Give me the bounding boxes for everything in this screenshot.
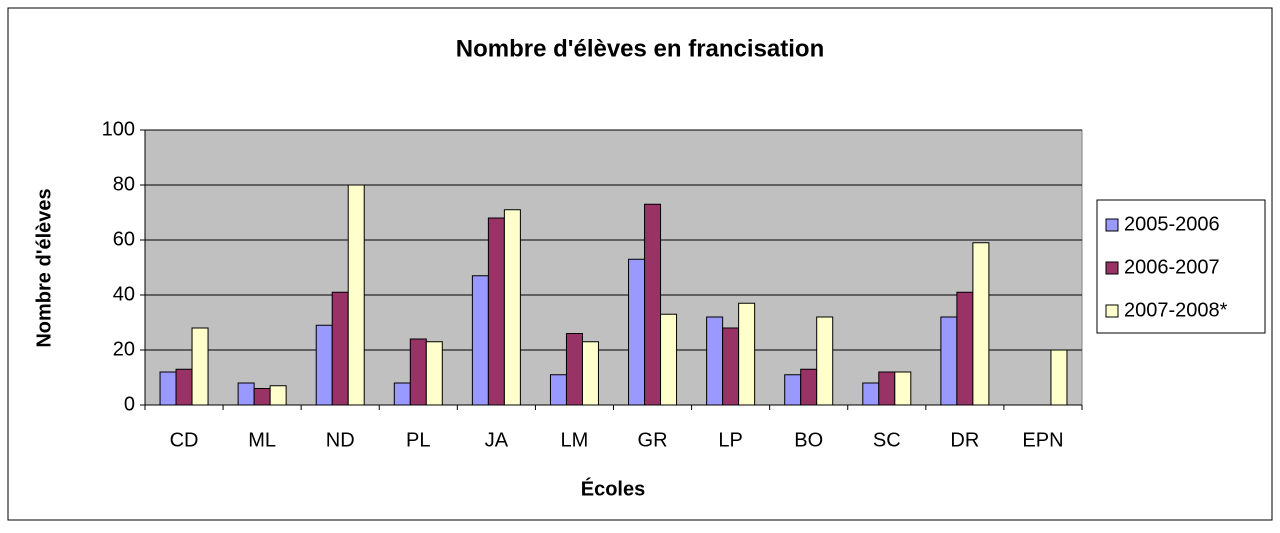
bar [425, 341, 443, 406]
x-tick-label: SC [873, 429, 901, 451]
legend [1096, 199, 1266, 334]
x-axis-label: Écoles [581, 477, 645, 500]
x-tick-label: LM [561, 429, 589, 451]
bar [816, 316, 834, 406]
bar [347, 184, 365, 406]
bar [738, 302, 756, 406]
bar [393, 382, 411, 406]
x-tick-label: JA [485, 429, 509, 451]
bar [894, 371, 912, 406]
bar [940, 316, 958, 406]
bar [956, 291, 974, 406]
legend-label: 2005-2006 [1124, 213, 1220, 235]
y-tick-label: 100 [102, 118, 135, 140]
bar [722, 327, 740, 406]
x-tick-label: LP [718, 429, 742, 451]
x-tick-label: ML [248, 429, 276, 451]
y-tick-label: 20 [113, 338, 135, 360]
bar [1050, 349, 1068, 406]
x-tick-label: PL [406, 429, 430, 451]
y-tick-label: 80 [113, 173, 135, 195]
bar [628, 258, 646, 406]
legend-swatch [1105, 218, 1119, 232]
x-tick-label: GR [638, 429, 668, 451]
bar [862, 382, 880, 406]
bar [253, 388, 271, 406]
x-tick-label: EPN [1022, 429, 1063, 451]
bar [549, 374, 567, 406]
legend-swatch [1105, 304, 1119, 318]
bar [315, 324, 333, 406]
chart-title: Nombre d'élèves en francisation [456, 35, 825, 62]
bar [784, 374, 802, 406]
y-tick-label: 0 [124, 393, 135, 415]
bar [660, 313, 678, 406]
bar [331, 291, 349, 406]
x-tick-label: ND [326, 429, 355, 451]
legend-swatch [1105, 261, 1119, 275]
y-tick-label: 60 [113, 228, 135, 250]
bar [175, 368, 193, 406]
bar [471, 275, 489, 406]
legend-label: 2007-2008* [1124, 299, 1228, 321]
bar [972, 242, 990, 406]
y-axis-label: Nombre d'élèves [33, 188, 55, 347]
bar [269, 385, 287, 406]
bar [191, 327, 209, 406]
bar [487, 217, 505, 406]
x-tick-label: DR [950, 429, 979, 451]
bar [503, 209, 521, 406]
bar [706, 316, 724, 406]
bar [159, 371, 177, 406]
x-tick-label: CD [170, 429, 199, 451]
bar [565, 333, 583, 406]
plot-area [144, 129, 1083, 406]
bar [878, 371, 896, 406]
bar [409, 338, 427, 406]
x-tick-label: BO [794, 429, 823, 451]
bar [644, 203, 662, 406]
y-tick-label: 40 [113, 283, 135, 305]
bar [800, 368, 818, 406]
legend-label: 2006-2007 [1124, 256, 1220, 278]
bar [237, 382, 255, 406]
bar [581, 341, 599, 406]
